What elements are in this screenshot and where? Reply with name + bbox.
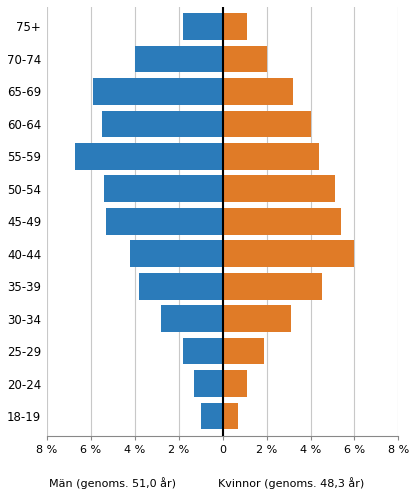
Bar: [102, 110, 223, 137]
Bar: [139, 273, 223, 300]
Bar: [183, 13, 223, 40]
Bar: [223, 175, 335, 202]
Bar: [223, 338, 264, 364]
Bar: [135, 46, 223, 72]
Bar: [223, 241, 354, 267]
Bar: [223, 46, 267, 72]
Bar: [201, 403, 223, 430]
Bar: [223, 110, 310, 137]
Bar: [183, 338, 223, 364]
Bar: [104, 175, 223, 202]
Bar: [223, 305, 291, 332]
Bar: [223, 13, 247, 40]
Bar: [223, 143, 319, 169]
Bar: [161, 305, 223, 332]
Text: Kvinnor (genoms. 48,3 år): Kvinnor (genoms. 48,3 år): [218, 477, 364, 489]
Bar: [194, 370, 223, 397]
Bar: [106, 208, 223, 235]
Bar: [223, 403, 238, 430]
Bar: [223, 273, 322, 300]
Bar: [223, 78, 293, 105]
Bar: [130, 241, 223, 267]
Bar: [223, 370, 247, 397]
Bar: [93, 78, 223, 105]
Bar: [223, 208, 341, 235]
Bar: [75, 143, 223, 169]
Text: Män (genoms. 51,0 år): Män (genoms. 51,0 år): [49, 477, 176, 489]
